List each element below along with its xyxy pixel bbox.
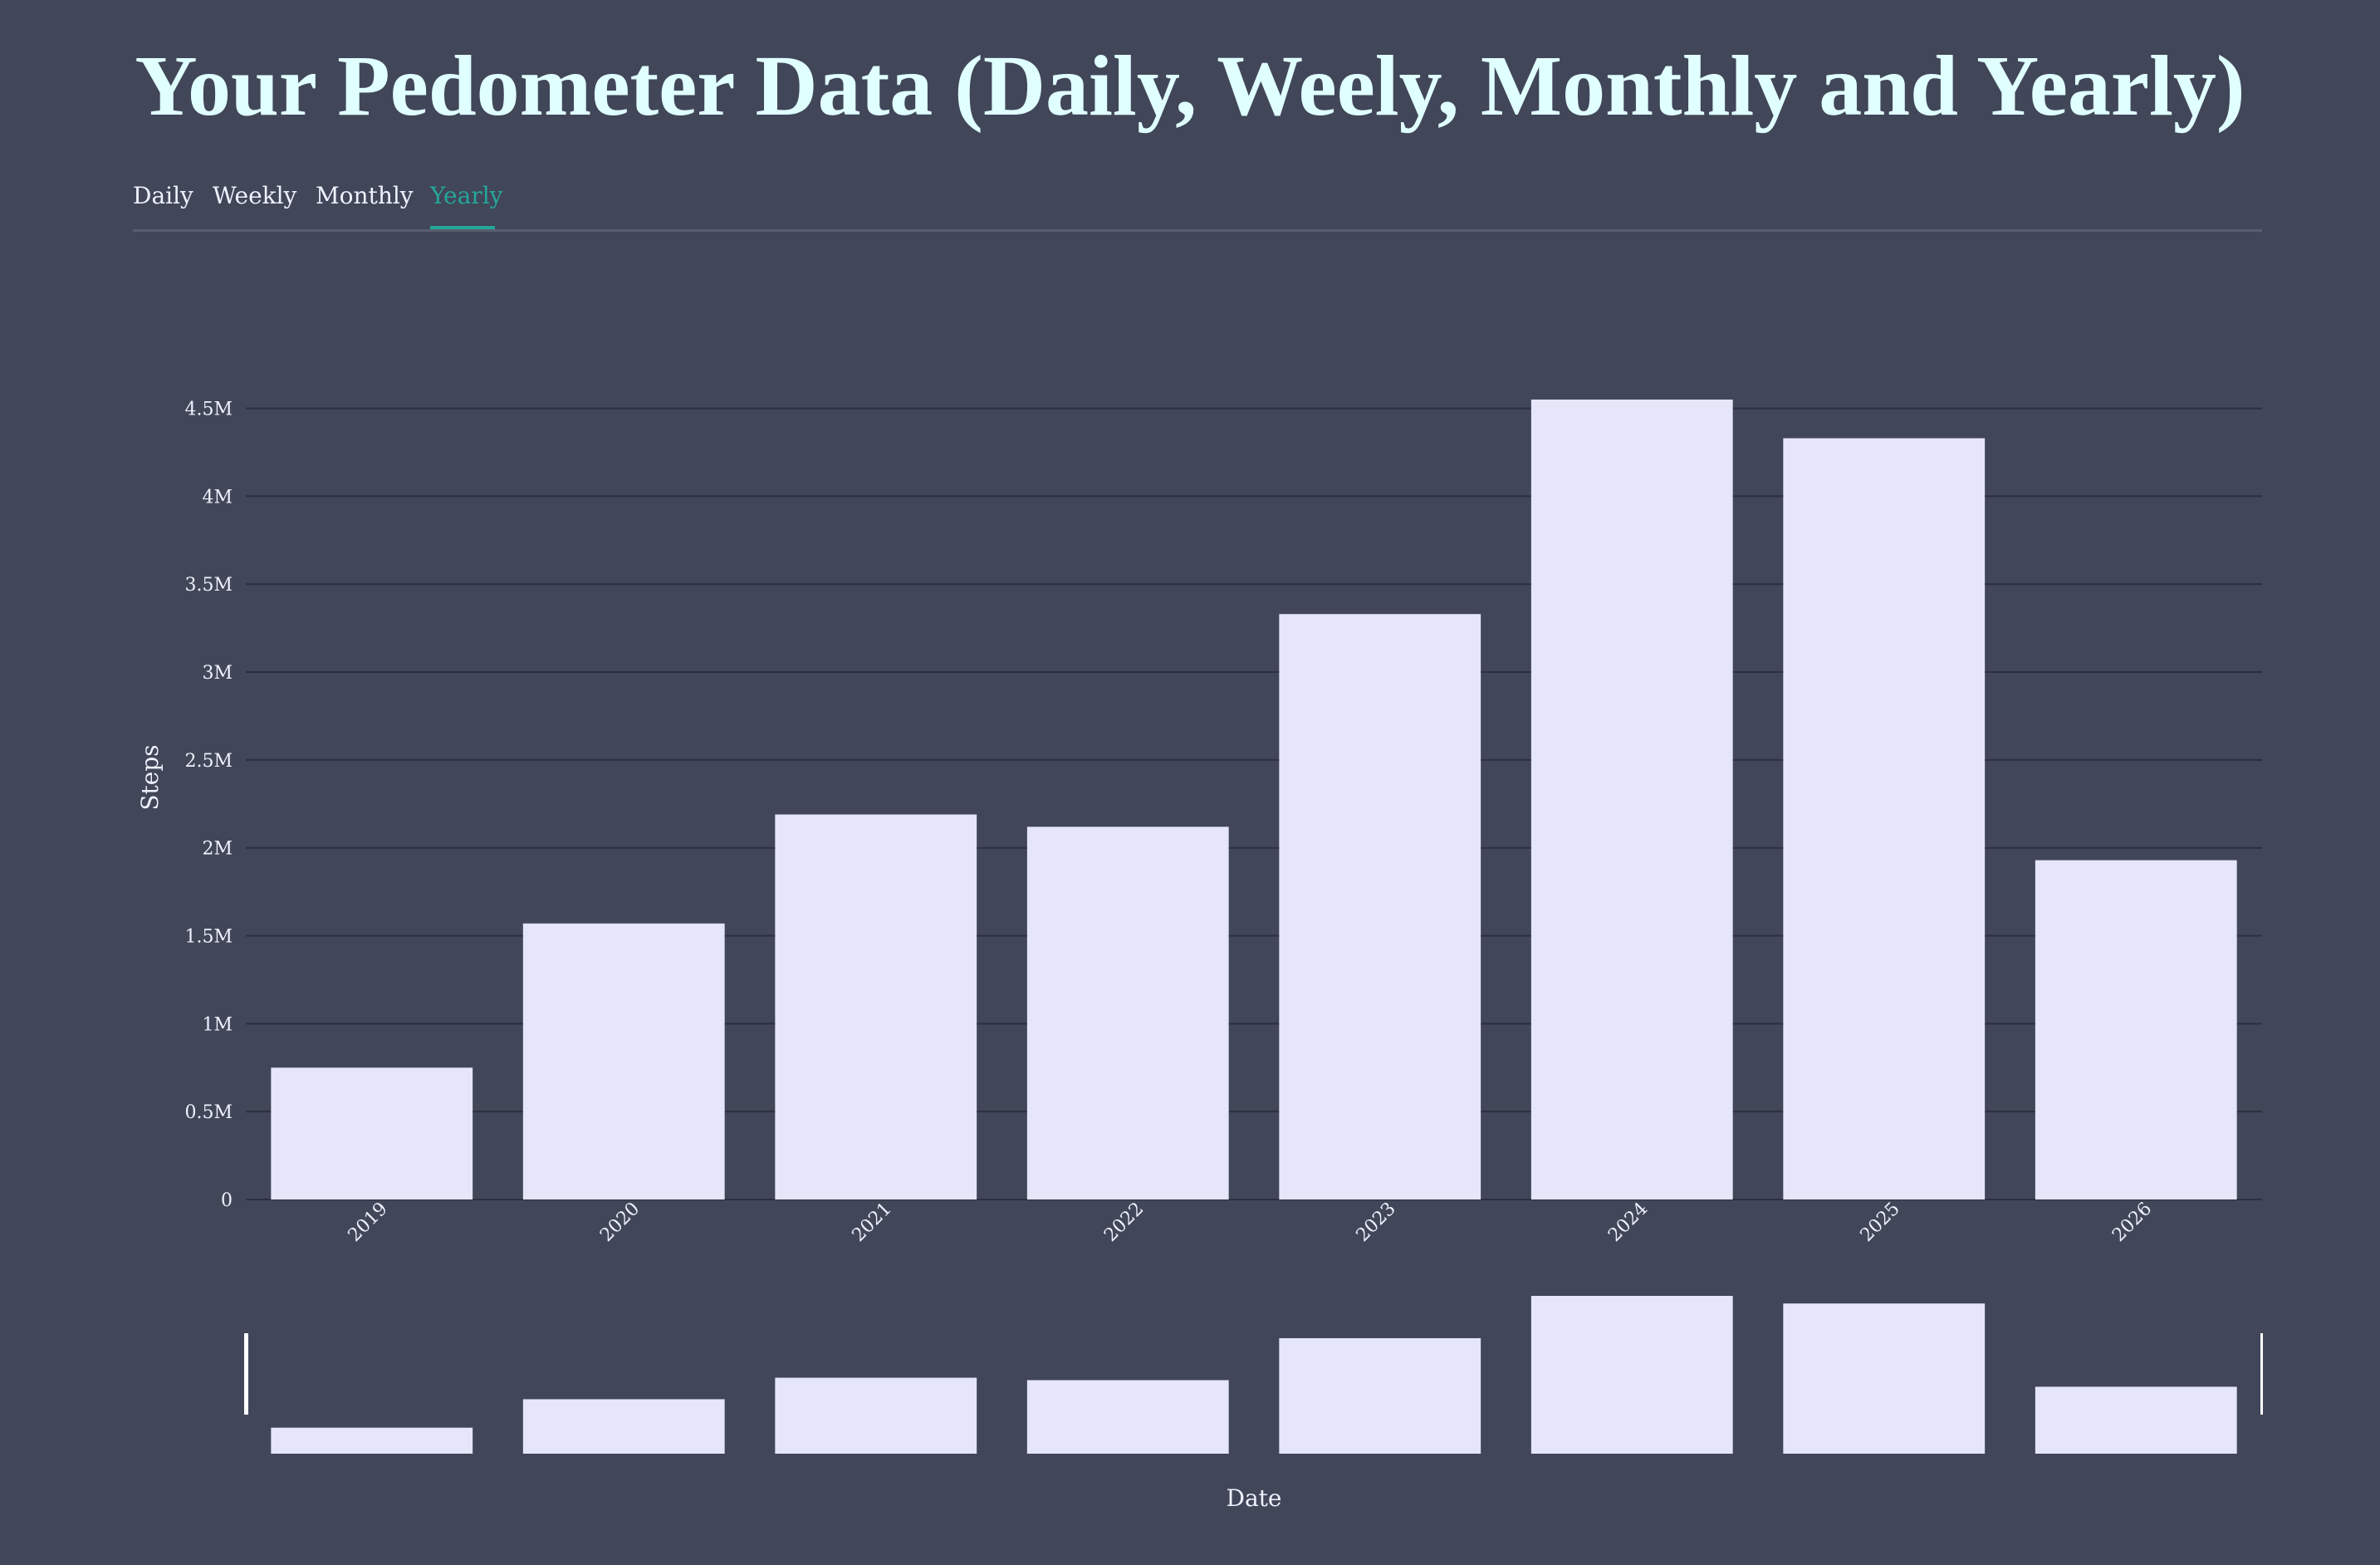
range-slider-bar <box>1530 1296 1733 1454</box>
bar-2024[interactable] <box>1530 400 1733 1200</box>
range-slider-bar <box>1783 1303 1986 1454</box>
bar-2021[interactable] <box>775 814 977 1200</box>
y-axis-title: Steps <box>136 744 164 810</box>
tab-weekly[interactable]: Weekly <box>213 182 297 209</box>
range-slider-bar <box>775 1377 977 1454</box>
y-tick-label: 1M <box>202 1014 233 1035</box>
bar-2023[interactable] <box>1279 614 1481 1200</box>
bar-2026[interactable] <box>2035 860 2237 1200</box>
x-tick-label: 2026 <box>2108 1199 2156 1246</box>
x-tick-label: 2021 <box>849 1199 896 1246</box>
range-slider-bar <box>1279 1337 1481 1454</box>
x-tick-label: 2020 <box>596 1199 644 1246</box>
tab-yearly[interactable]: Yearly <box>430 182 503 209</box>
y-tick-label: 2M <box>202 839 233 860</box>
x-tick-label: 2019 <box>345 1199 392 1246</box>
bar-2019[interactable] <box>271 1067 473 1200</box>
x-tick-label: 2023 <box>1353 1199 1400 1246</box>
y-tick-label: 0 <box>221 1190 233 1211</box>
x-tick-label: 2025 <box>1857 1199 1904 1246</box>
page-title: Your Pedometer Data (Daily, Weely, Month… <box>135 38 2245 134</box>
y-tick-label: 0.5M <box>184 1102 233 1123</box>
range-slider-left-handle[interactable] <box>244 1333 248 1415</box>
y-tick-label: 4.5M <box>184 400 233 420</box>
tab-daily[interactable]: Daily <box>133 182 193 209</box>
x-axis-title: Date <box>1227 1484 1282 1512</box>
x-tick-label: 2024 <box>1604 1199 1652 1246</box>
range-slider-right-handle[interactable] <box>2260 1333 2263 1415</box>
y-tick-label: 4M <box>202 487 233 508</box>
range-slider-bar <box>522 1399 725 1454</box>
bar-2025[interactable] <box>1783 438 1986 1200</box>
range-slider-bar <box>2035 1386 2237 1454</box>
tab-monthly[interactable]: Monthly <box>316 182 414 209</box>
y-tick-label: 1.5M <box>184 927 233 948</box>
y-tick-label: 3.5M <box>184 575 233 596</box>
range-slider-bar <box>1026 1380 1229 1454</box>
bar-2022[interactable] <box>1026 827 1229 1200</box>
view-tabs: Daily Weekly Monthly Yearly <box>133 166 2262 232</box>
active-tab-indicator <box>430 226 495 229</box>
y-tick-label: 2.5M <box>184 751 233 772</box>
bar-2020[interactable] <box>522 923 725 1200</box>
y-tick-label: 3M <box>202 663 233 684</box>
x-tick-label: 2022 <box>1100 1199 1148 1246</box>
range-slider-bar <box>271 1427 473 1454</box>
